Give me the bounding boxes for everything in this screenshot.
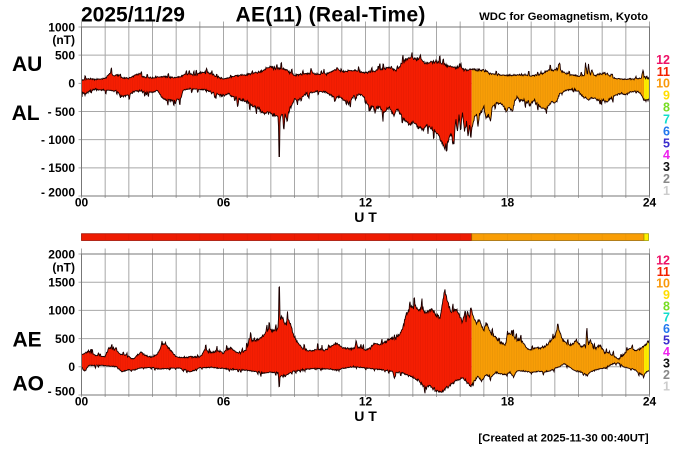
svg-text:1: 1 — [663, 184, 670, 198]
svg-text:- 2000: - 2000 — [41, 186, 75, 200]
svg-text:500: 500 — [55, 332, 75, 346]
svg-text:00: 00 — [75, 195, 89, 209]
svg-text:(nT): (nT) — [52, 261, 75, 275]
svg-text:9: 9 — [663, 89, 670, 103]
svg-text:12: 12 — [359, 394, 373, 408]
svg-text:00: 00 — [75, 394, 89, 408]
svg-text:7: 7 — [663, 311, 670, 325]
svg-text:10: 10 — [656, 276, 670, 290]
svg-text:7: 7 — [663, 112, 670, 126]
svg-text:WDC for Geomagnetism, Kyoto: WDC for Geomagnetism, Kyoto — [479, 11, 648, 23]
svg-text:1000: 1000 — [48, 20, 75, 34]
svg-text:4: 4 — [663, 148, 670, 162]
svg-text:5: 5 — [663, 136, 670, 150]
svg-text:[Created at 2025-11-30 00:40UT: [Created at 2025-11-30 00:40UT] — [478, 432, 648, 444]
svg-text:2: 2 — [663, 368, 670, 382]
svg-text:4: 4 — [663, 345, 670, 359]
svg-text:1000: 1000 — [48, 304, 75, 318]
svg-text:- 1000: - 1000 — [41, 133, 75, 147]
svg-text:18: 18 — [501, 195, 515, 209]
svg-text:AU: AU — [12, 53, 42, 76]
svg-text:06: 06 — [217, 394, 231, 408]
svg-text:AE: AE — [13, 329, 42, 352]
svg-text:AO: AO — [13, 373, 45, 396]
svg-text:12: 12 — [656, 254, 670, 268]
svg-text:18: 18 — [501, 394, 515, 408]
svg-text:06: 06 — [217, 195, 231, 209]
svg-text:1500: 1500 — [48, 276, 75, 290]
svg-text:2025/11/29: 2025/11/29 — [81, 4, 185, 27]
svg-text:AL: AL — [12, 102, 40, 125]
svg-text:3: 3 — [663, 356, 670, 370]
svg-text:- 500: - 500 — [48, 105, 76, 119]
svg-text:6: 6 — [663, 322, 670, 336]
svg-text:12: 12 — [359, 195, 373, 209]
svg-text:500: 500 — [55, 48, 75, 62]
svg-text:0: 0 — [68, 77, 75, 91]
svg-text:11: 11 — [657, 65, 670, 79]
svg-text:24: 24 — [643, 394, 657, 408]
svg-text:AE(11) (Real-Time): AE(11) (Real-Time) — [236, 4, 426, 27]
svg-text:(nT): (nT) — [52, 33, 75, 47]
svg-text:8: 8 — [663, 299, 670, 313]
svg-text:U T: U T — [354, 209, 377, 225]
svg-text:- 1500: - 1500 — [41, 161, 75, 175]
svg-text:U T: U T — [354, 408, 377, 424]
svg-text:0: 0 — [68, 360, 75, 374]
svg-text:1: 1 — [663, 379, 670, 393]
svg-text:3: 3 — [663, 160, 670, 174]
svg-text:9: 9 — [663, 288, 670, 302]
svg-text:- 500: - 500 — [48, 385, 76, 399]
svg-text:2000: 2000 — [48, 247, 75, 261]
svg-text:2: 2 — [663, 172, 670, 186]
svg-text:24: 24 — [643, 195, 657, 209]
svg-text:11: 11 — [657, 265, 670, 279]
svg-text:12: 12 — [656, 53, 670, 67]
svg-text:10: 10 — [656, 77, 670, 91]
svg-text:8: 8 — [663, 101, 670, 115]
svg-text:5: 5 — [663, 334, 670, 348]
svg-text:6: 6 — [663, 124, 670, 138]
